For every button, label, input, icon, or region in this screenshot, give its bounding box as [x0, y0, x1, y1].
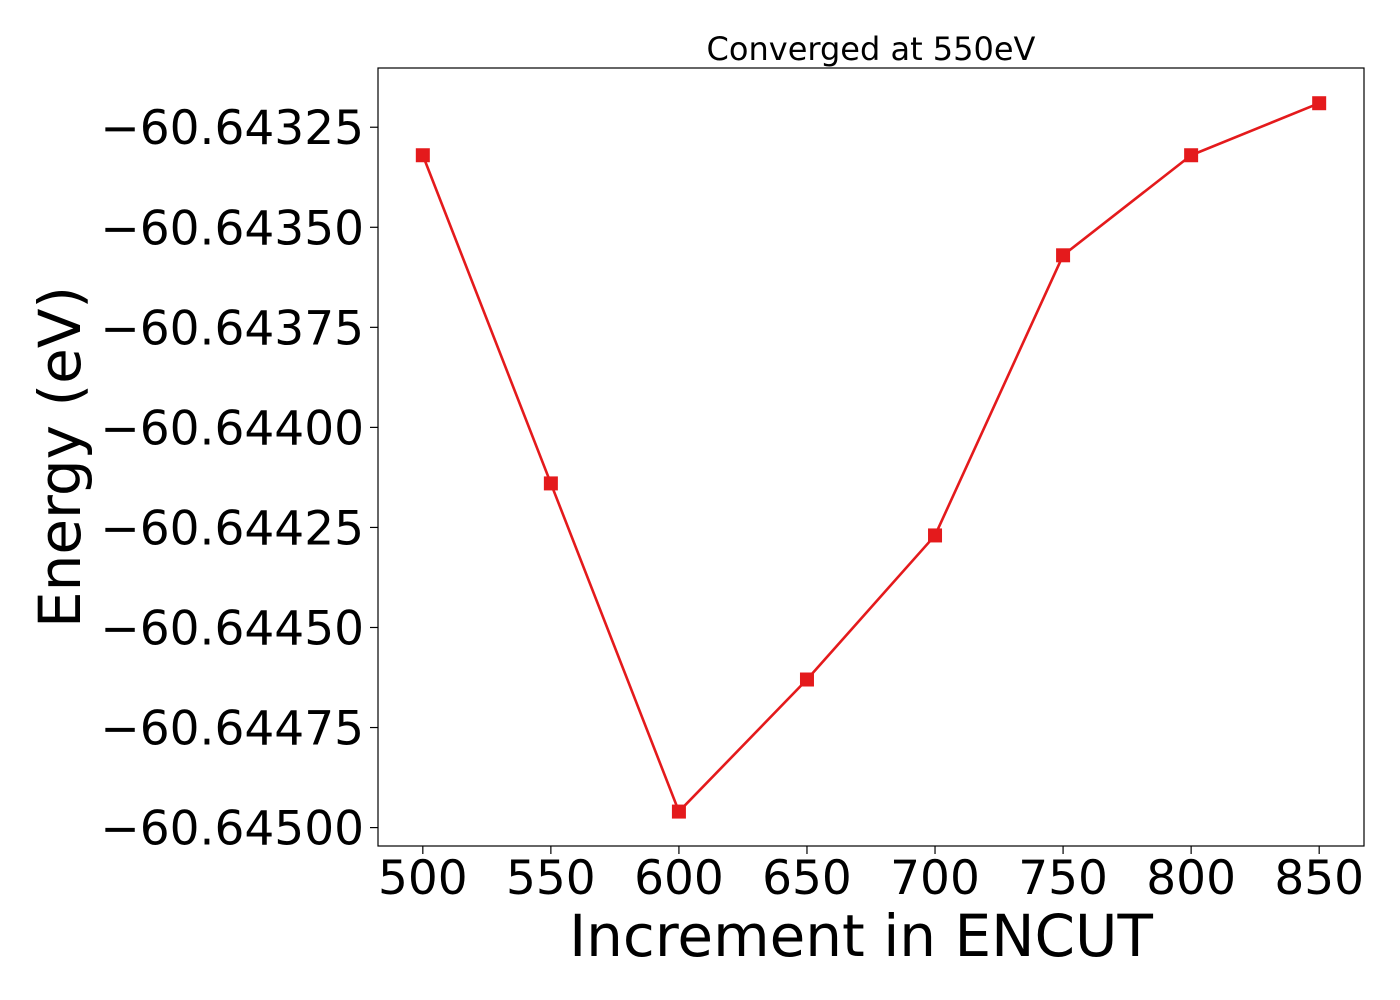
y-tick-label: −60.64400 [100, 401, 364, 456]
x-tick-label: 600 [634, 851, 724, 906]
x-tick-label: 650 [762, 851, 852, 906]
x-tick-label: 550 [506, 851, 596, 906]
series-line [421, 102, 1320, 813]
data-point-marker [799, 672, 814, 687]
x-axis-label: Increment in ENCUT [569, 902, 1153, 970]
data-point-marker [1056, 248, 1071, 263]
x-tick-label: 850 [1274, 851, 1364, 906]
y-tick-label: −60.64350 [100, 201, 364, 256]
plot-area-frame [377, 67, 1365, 847]
data-point-marker [543, 476, 558, 491]
chart-title: Converged at 550eV [707, 30, 1036, 68]
y-axis-ticks: −60.64325 −60.64350 −60.64375 −60.64400 −60.… [100, 101, 378, 857]
y-tick-label: −60.64475 [100, 702, 364, 757]
y-tick-label: −60.64325 [100, 101, 364, 156]
x-tick-label: 700 [890, 851, 980, 906]
x-tick-label: 750 [1018, 851, 1108, 906]
data-point-marker [1312, 96, 1327, 111]
data-point-marker [415, 148, 430, 163]
data-point-marker [671, 804, 686, 819]
x-axis-ticks: 500 550 600 650 700 750 800 850 [378, 846, 1364, 906]
y-axis-label: Energy (eV) [26, 286, 94, 628]
data-point-marker [928, 528, 943, 543]
series-energy [415, 96, 1327, 819]
y-tick-label: −60.64425 [100, 501, 364, 556]
x-tick-label: 800 [1146, 851, 1236, 906]
x-tick-label: 500 [378, 851, 468, 906]
data-point-marker [1184, 148, 1199, 163]
y-tick-label: −60.64450 [100, 601, 364, 656]
y-tick-label: −60.64500 [100, 802, 364, 857]
y-tick-label: −60.64375 [100, 301, 364, 356]
